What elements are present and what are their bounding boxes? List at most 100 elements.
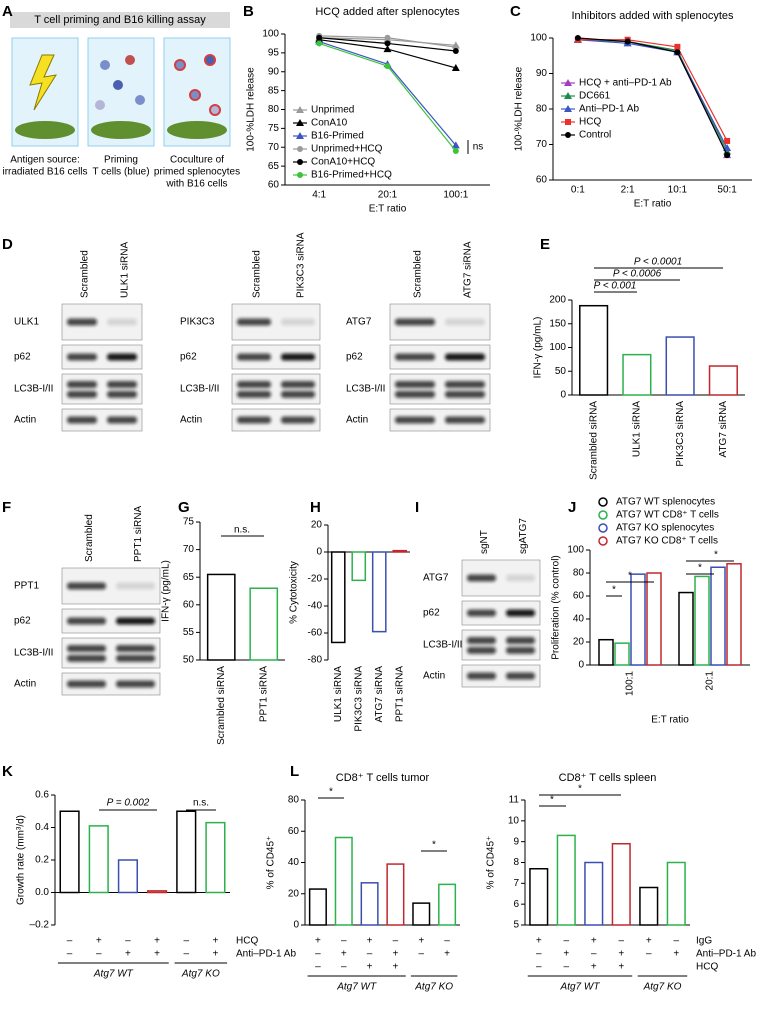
band [506, 646, 535, 654]
y-tick-label: 65 [268, 161, 280, 172]
condition-sign: + [96, 936, 102, 947]
x-tick-label: ATG7 siRNA [718, 401, 729, 458]
annotation: ns [473, 142, 484, 153]
band [67, 416, 97, 424]
y-tick-label: 90 [268, 66, 280, 77]
legend-label: B16-Primed+HCQ [311, 170, 392, 181]
blot-frame [461, 629, 541, 661]
marker [674, 43, 681, 50]
legend-label: DC661 [579, 91, 611, 102]
x-tick-label: PIK3C3 siRNA [353, 666, 364, 732]
condition-name: HCQ [696, 962, 718, 973]
protein-label: p62 [180, 352, 197, 363]
annotation: * [714, 550, 718, 561]
bar [88, 825, 109, 894]
y-tick-label: 85 [268, 85, 280, 96]
lane-label: sgATG7 [518, 518, 529, 554]
y-tick-label: 9 [513, 836, 519, 847]
marker [574, 35, 581, 41]
t-cell [125, 55, 135, 65]
blot-frame [61, 373, 143, 405]
band [445, 381, 485, 388]
legend-label: Anti–PD-1 Ab [579, 104, 639, 115]
x-tick-label: PPT1 siRNA [258, 666, 269, 722]
band [67, 390, 97, 398]
y-tick-label: 7 [513, 878, 519, 889]
band [107, 390, 137, 398]
legend-label: HCQ + anti–PD-1 Ab [579, 78, 672, 89]
band [467, 637, 496, 644]
y-tick-label: 20 [573, 637, 585, 648]
x-tick-label: PIK3C3 siRNA [675, 401, 686, 467]
band [237, 318, 271, 326]
marker [452, 47, 459, 54]
protein-label: Actin [14, 679, 36, 690]
condition-name: Anti–PD-1 Ab [236, 949, 296, 960]
caption: Antigen source: [10, 155, 80, 166]
condition-sign: – [591, 949, 597, 960]
marker [723, 144, 732, 152]
bar [308, 888, 327, 926]
band [107, 381, 137, 388]
y-tick-label: 50 [555, 366, 567, 377]
bar [665, 336, 695, 396]
y-tick-label: 60 [573, 591, 585, 602]
t-cell [113, 80, 123, 90]
blot-frame [61, 408, 143, 432]
panel-label: L [290, 763, 299, 780]
marker [384, 63, 391, 70]
marker [724, 152, 731, 159]
annotation: P < 0.0006 [613, 269, 662, 280]
protein-label: PPT1 [14, 581, 39, 592]
y-tick-label: 200 [549, 295, 566, 306]
y-tick-label: 40 [288, 857, 300, 868]
y-tick-label: 10 [508, 815, 520, 826]
condition-sign: – [341, 936, 347, 947]
protein-label: LC3B-I/II [346, 384, 385, 395]
irradiation-icon [29, 54, 58, 111]
t-cell [95, 100, 105, 110]
condition-sign: + [673, 949, 679, 960]
y-tick-label: 70 [183, 544, 195, 555]
x-tick-label: Scrambled siRNA [588, 401, 599, 480]
bar [205, 821, 226, 894]
blot-frame [461, 664, 541, 688]
y-tick-label: 60 [288, 826, 300, 837]
bar [412, 902, 431, 926]
condition-sign: – [67, 936, 73, 947]
group-label: Atg7 KO [414, 982, 453, 993]
marker [624, 38, 631, 45]
bar [392, 549, 408, 553]
y-tick-label: 100 [530, 33, 547, 44]
band [281, 318, 315, 326]
legend-label: Control [579, 130, 611, 141]
legend-marker [297, 146, 303, 152]
condition-sign: – [96, 949, 102, 960]
marker [452, 148, 459, 155]
legend-marker [598, 523, 608, 533]
bar [351, 551, 367, 582]
lane-label: ULK1 siRNA [120, 242, 131, 298]
cells [91, 121, 151, 139]
bar [639, 886, 659, 926]
condition-sign: + [125, 949, 131, 960]
bar [206, 573, 236, 661]
condition-sign: + [646, 936, 652, 947]
y-axis-label: 100-%LDH release [246, 67, 257, 152]
protein-label: p62 [14, 352, 31, 363]
condition-sign: – [341, 962, 347, 973]
band [237, 353, 271, 361]
y-tick-label: 80 [536, 104, 548, 115]
marker [724, 137, 731, 144]
y-tick-label: 0.0 [35, 887, 49, 898]
bar [646, 572, 662, 666]
y-tick-label: 150 [549, 318, 566, 329]
annotation: * [578, 784, 582, 795]
legend-marker [598, 536, 608, 546]
cells [167, 121, 227, 139]
legend-marker [565, 132, 571, 138]
y-tick-label: 80 [573, 568, 585, 579]
y-tick-label: 40 [573, 614, 585, 625]
group-label: Atg7 KO [181, 969, 220, 980]
protein-label: LC3B-I/II [180, 384, 219, 395]
